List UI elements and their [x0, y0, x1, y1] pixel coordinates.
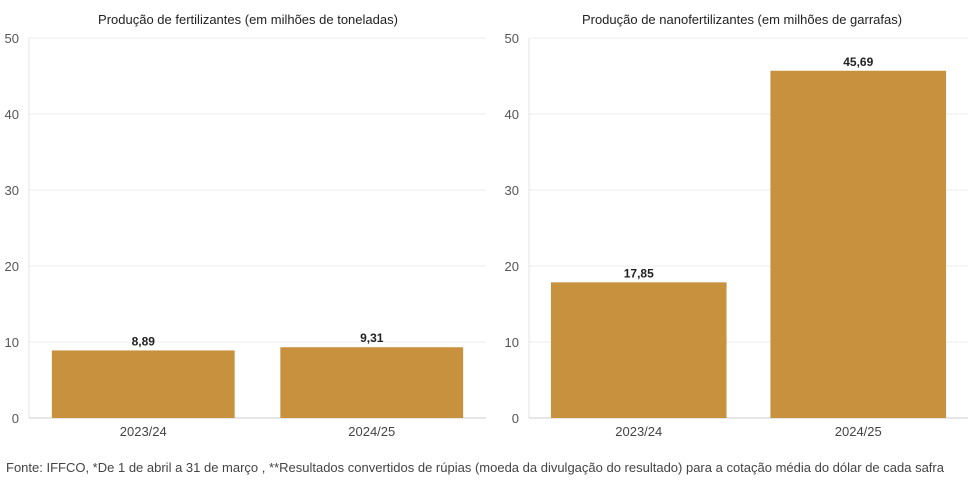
chart1-value-label: 9,31	[360, 331, 384, 345]
chart1-title: Produção de fertilizantes (em milhões de…	[98, 12, 398, 27]
chart1-x-tick-label: 2024/25	[348, 424, 395, 439]
chart2-value-label: 17,85	[624, 266, 654, 280]
charts-area: Produção de fertilizantes (em milhões de…	[5, 12, 968, 439]
chart2-value-label: 45,69	[843, 55, 873, 69]
chart2-bar	[550, 282, 727, 418]
chart1-y-tick-label: 50	[5, 31, 19, 46]
chart1-y-tick-label: 0	[12, 411, 19, 426]
chart2-y-tick-label: 50	[505, 31, 519, 46]
chart1-y-tick-label: 10	[5, 335, 19, 350]
chart1-value-label: 8,89	[132, 334, 156, 348]
chart2-y-tick-label: 10	[505, 335, 519, 350]
chart2-y-tick-label: 20	[505, 259, 519, 274]
chart2-bar	[770, 70, 947, 419]
chart1-y-tick-label: 20	[5, 259, 19, 274]
chart1-bar	[51, 350, 235, 418]
chart1-y-tick-label: 40	[5, 107, 19, 122]
chart2-y-tick-label: 0	[512, 411, 519, 426]
chart2-y-tick-label: 30	[505, 183, 519, 198]
chart1-x-tick-label: 2023/24	[120, 424, 167, 439]
chart1-y-tick-label: 30	[5, 183, 19, 198]
chart2-y-tick-label: 40	[505, 107, 519, 122]
chart2-title: Produção de nanofertilizantes (em milhõe…	[582, 12, 902, 27]
chart1-bar	[280, 347, 464, 418]
chart2-x-tick-label: 2024/25	[835, 424, 882, 439]
source-note: Fonte: IFFCO, *De 1 de abril a 31 de mar…	[6, 460, 944, 475]
chart2-x-tick-label: 2023/24	[615, 424, 662, 439]
